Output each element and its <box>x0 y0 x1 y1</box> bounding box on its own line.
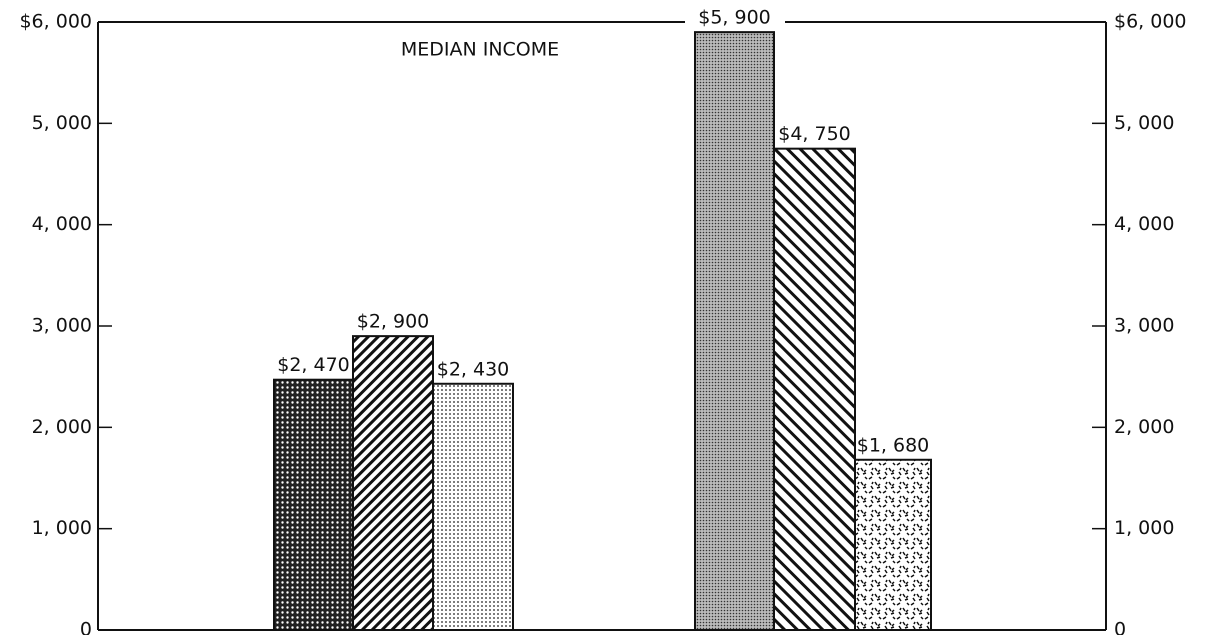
bar <box>773 147 856 632</box>
value-label: $4, 750 <box>778 123 851 145</box>
y2-tick-label: 1, 000 <box>1114 517 1174 539</box>
y-tick-label: 2, 000 <box>32 416 92 438</box>
value-label: $2, 430 <box>437 358 510 380</box>
value-label: $2, 900 <box>357 311 430 333</box>
value-label: $5, 900 <box>698 7 771 29</box>
y2-tick-label: 0 <box>1114 619 1126 635</box>
bar <box>854 458 932 632</box>
y2-tick-label: 4, 000 <box>1114 213 1174 235</box>
y-tick-label: 1, 000 <box>32 517 92 539</box>
y-tick-label: 5, 000 <box>32 112 92 134</box>
y2-tick-label: 2, 000 <box>1114 416 1174 438</box>
bar <box>694 31 775 631</box>
bar <box>273 378 354 631</box>
y2-tick-label: $6, 000 <box>1114 11 1187 33</box>
y2-tick-label: 3, 000 <box>1114 315 1174 337</box>
chart-title: MEDIAN INCOME <box>401 39 559 61</box>
value-label: $1, 680 <box>857 434 930 456</box>
bar <box>432 382 514 632</box>
y-tick-label: 4, 000 <box>32 213 92 235</box>
y-tick-label: 3, 000 <box>32 315 92 337</box>
y-tick-label: $6, 000 <box>19 11 92 33</box>
y-tick-label: 0 <box>80 619 92 635</box>
value-label: $2, 470 <box>277 354 350 376</box>
bar <box>352 335 434 631</box>
y2-tick-label: 5, 000 <box>1114 112 1174 134</box>
